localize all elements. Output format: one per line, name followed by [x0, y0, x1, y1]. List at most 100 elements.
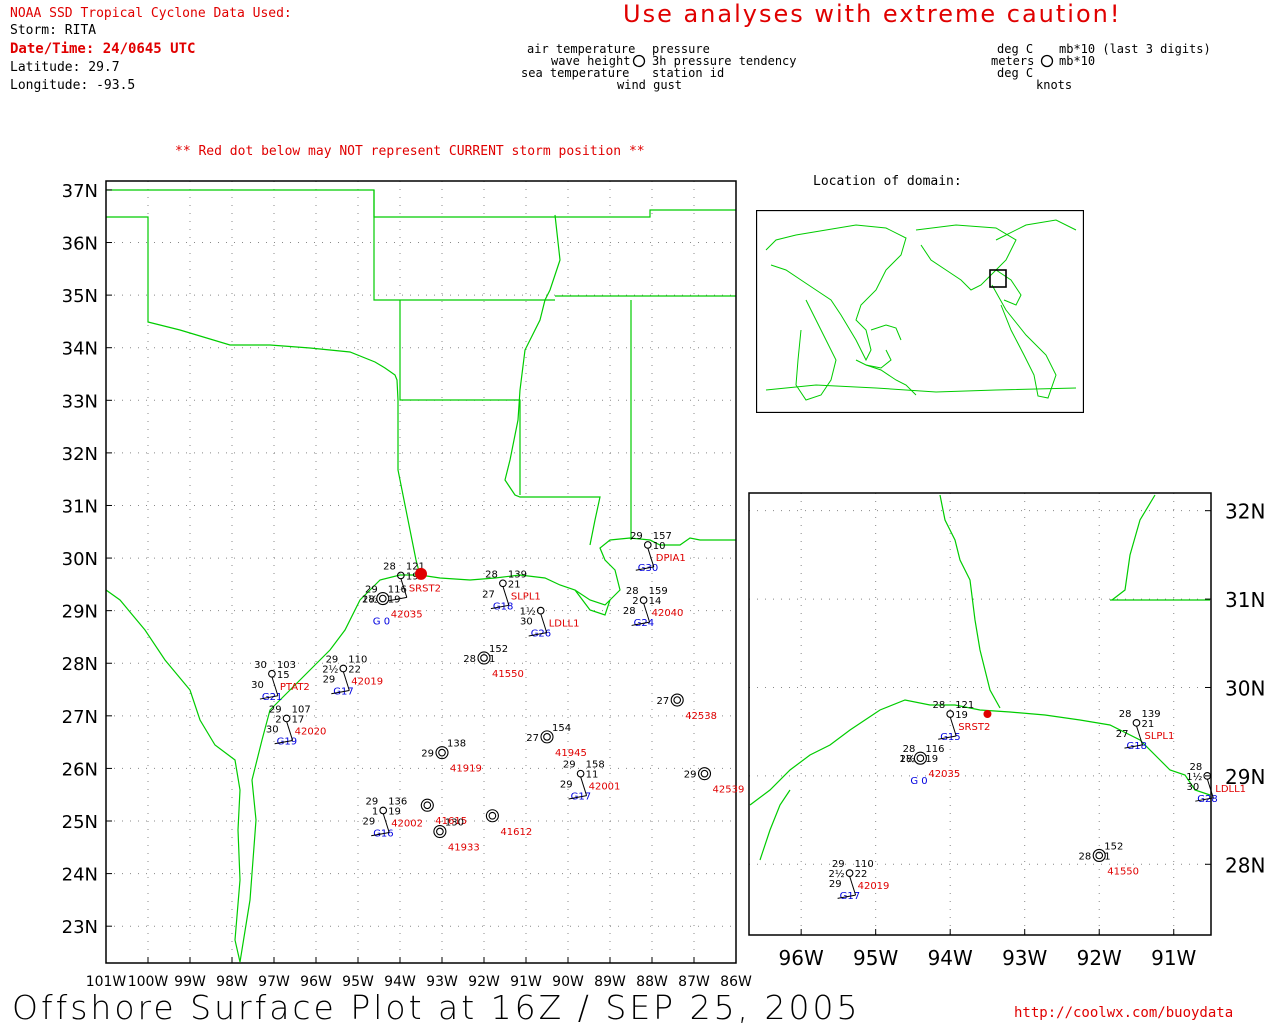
units-pressure: mb*10 (last 3 digits): [1059, 42, 1211, 56]
station-circle-icon: [436, 827, 444, 836]
main-lon-label: 97W: [258, 974, 290, 990]
storm-latitude: Latitude: 29.7: [10, 60, 120, 75]
pressure: 136: [388, 796, 407, 807]
station-id: 41612: [500, 827, 532, 838]
wind-barb-icon: [382, 813, 390, 833]
station-circle-icon: [643, 541, 652, 549]
station-42040[interactable]: 281592142842040G24: [623, 586, 684, 629]
wind-barb-flag-icon: [259, 695, 278, 700]
wave-height: 1: [372, 806, 378, 817]
world-coastlines: [765, 219, 1077, 401]
sea-temp: 28: [463, 654, 476, 665]
wind-barb-icon: [580, 776, 588, 796]
station-circle-icon: [673, 696, 682, 704]
station-id: PTAT2: [280, 682, 310, 693]
station-circle-icon: [378, 594, 387, 603]
domain-box: [989, 269, 1007, 288]
station-41612[interactable]: 41612: [485, 809, 532, 838]
main-lon-label: 95W: [342, 974, 374, 990]
pressure-tendency: 19: [388, 806, 401, 817]
sea-temp: 28: [623, 606, 636, 617]
station-41919[interactable]: 138 29 41919: [421, 739, 482, 775]
station-id: SLPL1: [511, 591, 541, 602]
pressure: 116: [388, 585, 407, 596]
station-41945[interactable]: 154 27 41945: [526, 723, 587, 759]
buoy-ring-icon: [420, 798, 434, 812]
main-lat-label: 31N: [62, 496, 98, 517]
sea-temp: 29: [362, 816, 375, 827]
main-lat-label: 36N: [62, 234, 98, 255]
air-temp: 30: [254, 660, 267, 671]
main-lat-label: 35N: [62, 286, 98, 307]
station-id: 42001: [589, 782, 621, 793]
air-temp: 29: [326, 655, 339, 666]
main-lon-label: 87W: [678, 974, 710, 990]
sea-temp: 29: [684, 770, 697, 781]
pressure: 121: [406, 561, 425, 572]
buoy-ring-icon: [477, 651, 491, 665]
sea-temp: 29: [421, 749, 434, 760]
station-id: SRST2: [409, 583, 441, 594]
air-temp: 28: [485, 569, 498, 580]
sea-temp: 30: [266, 724, 279, 735]
station-42001[interactable]: 29158112942001G17: [560, 760, 621, 803]
wind-barb-icon: [286, 721, 294, 741]
station-41933[interactable]: 130 41933: [433, 818, 480, 854]
main-lat-label: 33N: [62, 391, 98, 412]
inset-title: Location of domain:: [813, 174, 962, 189]
wind-barb-flag-icon: [635, 566, 654, 571]
station-42539[interactable]: 29 42539: [684, 767, 745, 796]
station-42538[interactable]: 27 42538: [656, 693, 717, 722]
storm-datetime: Date/Time: 24/0645 UTC: [10, 41, 196, 57]
station-circle-icon: [576, 769, 585, 778]
station-42020[interactable]: 291072173042020G19: [266, 704, 327, 747]
buoy-ring-icon: [433, 824, 447, 839]
station-41615[interactable]: 41615: [420, 798, 467, 827]
main-lat-label: 25N: [62, 812, 98, 833]
buoy-ring-icon: [670, 693, 684, 707]
legend-wind-gust: wind gust: [617, 78, 683, 92]
station-LDLL1[interactable]: 1½30LDLL1G26: [520, 606, 580, 640]
units-sea-temp: deg C: [997, 66, 1034, 80]
buoy-ring-icon: [435, 746, 449, 760]
wind-barb-icon: [647, 547, 655, 568]
main-lat-label: 30N: [62, 549, 98, 570]
air-temp: 29: [630, 531, 643, 542]
sea-temp: 30: [251, 680, 264, 691]
station-id: 42002: [391, 818, 423, 829]
sea-temp: 28: [362, 595, 375, 606]
legend-pressure-tendency: 3h pressure tendency: [652, 54, 797, 68]
world-inset-map[interactable]: [756, 210, 1084, 413]
station-id: 41615: [435, 816, 467, 827]
storm-position-dot[interactable]: [415, 567, 427, 580]
main-map-grid: [106, 181, 736, 963]
units-station-circle-icon: [1040, 54, 1054, 68]
pressure-tendency: 22: [348, 665, 361, 676]
wave-height: 2½: [322, 664, 338, 676]
air-temp: 29: [365, 585, 378, 596]
legend-sea-temp: sea temperature: [521, 66, 630, 80]
pressure: 159: [649, 586, 668, 597]
pressure-tendency: 19: [388, 595, 401, 606]
main-lat-label: 28N: [62, 654, 98, 675]
station-id: DPIA1: [656, 553, 686, 564]
main-lat-label: 26N: [62, 759, 98, 780]
station-PTAT2[interactable]: 301031530PTAT2G21: [251, 660, 310, 703]
station-42002[interactable]: 291361192942002G16: [362, 796, 423, 839]
buoy-ring-icon: [697, 767, 712, 781]
source-url[interactable]: http://coolwx.com/buoydata: [1014, 1005, 1234, 1021]
storm-longitude: Longitude: -93.5: [10, 78, 136, 93]
station-DPIA1[interactable]: 2915710DPIA1G30: [630, 531, 686, 574]
sea-temp: 29: [323, 675, 336, 686]
station-id: 41933: [448, 843, 480, 854]
station-id: 42020: [295, 726, 327, 737]
caution-banner: Use analyses with extreme caution!: [623, 0, 1122, 28]
buoy-ring-icon: [485, 809, 499, 823]
main-lon-label: 98W: [216, 974, 248, 990]
